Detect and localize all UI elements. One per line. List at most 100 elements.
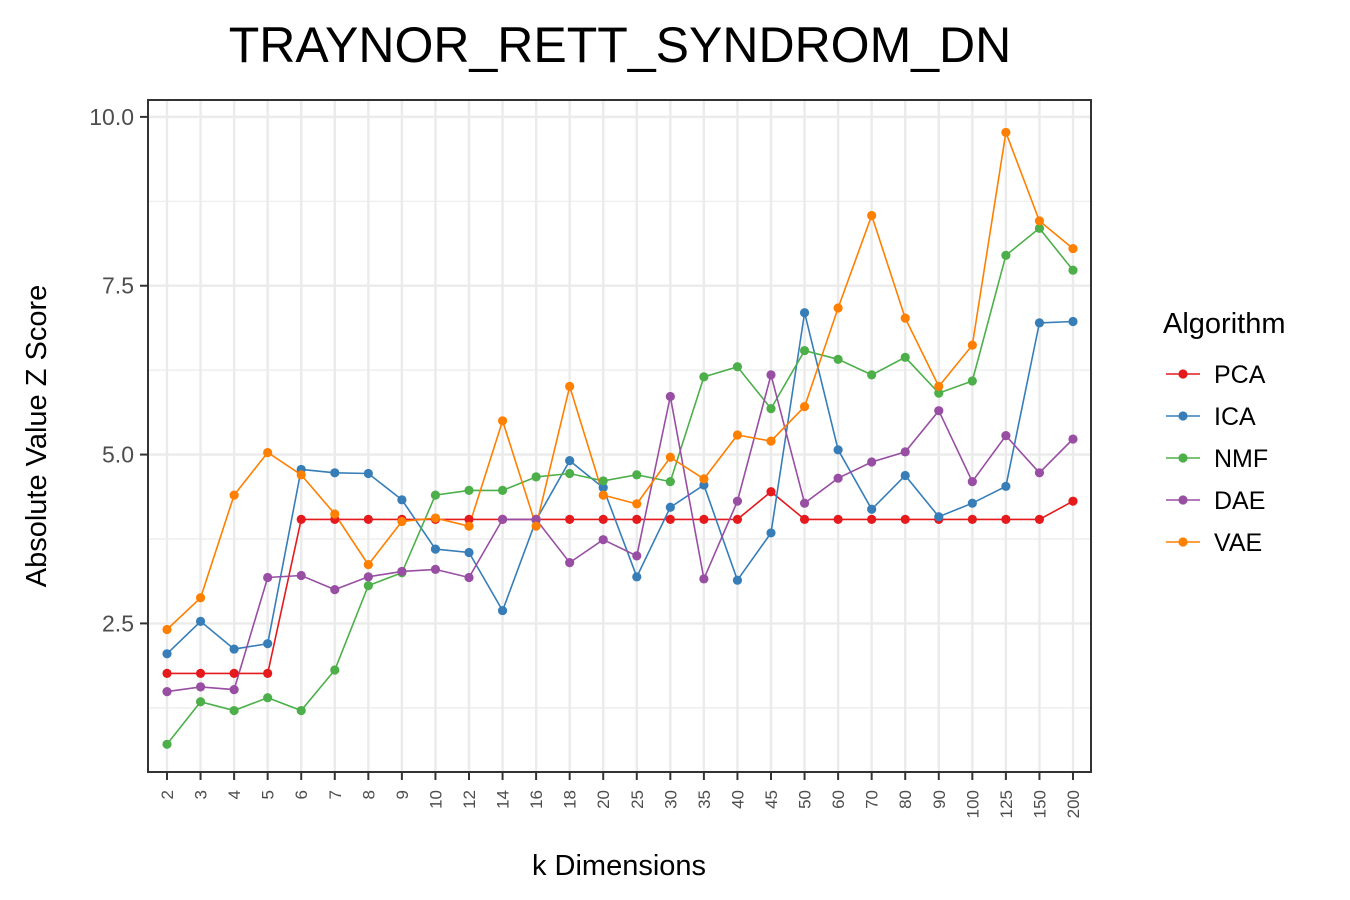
point-pca [900, 514, 910, 525]
point-nmf [363, 580, 373, 591]
x-tick-label: 30 [661, 790, 680, 809]
x-tick-label: 6 [292, 790, 311, 799]
point-dae [263, 572, 273, 583]
x-tick-label: 3 [192, 790, 211, 799]
point-nmf [296, 705, 306, 716]
point-vae [162, 624, 172, 635]
x-tick-label: 25 [628, 790, 647, 809]
legend-item-vae: VAE [1166, 529, 1262, 557]
point-dae [363, 572, 373, 582]
point-nmf [867, 370, 877, 380]
point-dae [531, 514, 541, 525]
x-tick-label: 10 [426, 790, 445, 809]
x-tick-label: 125 [997, 790, 1016, 818]
x-tick-label: 100 [963, 790, 982, 818]
x-tick-label: 4 [225, 790, 244, 799]
point-ica [263, 639, 273, 649]
x-axis-title: k Dimensions [532, 850, 706, 882]
y-axis: 2.5 5.0 7.5 10.0 [89, 104, 148, 636]
legend-items: PCA ICA NMF DAE VAE [1166, 361, 1268, 557]
point-dae [900, 447, 910, 457]
point-dae [162, 687, 172, 697]
legend-key-point [1178, 411, 1188, 421]
legend-label: DAE [1214, 487, 1265, 515]
point-pca [464, 514, 474, 525]
series-line-nmf [166, 227, 1074, 745]
point-vae [195, 593, 206, 603]
point-dae [195, 682, 206, 692]
point-ica [195, 616, 206, 626]
legend-item-nmf: NMF [1166, 445, 1268, 473]
point-pca [162, 668, 172, 678]
x-tick-label: 5 [259, 790, 278, 799]
point-dae [867, 457, 877, 467]
legend-key-point [1178, 453, 1188, 463]
point-pca [967, 514, 977, 525]
point-nmf [229, 705, 239, 716]
x-tick-label: 70 [863, 790, 882, 809]
point-pca [833, 514, 843, 525]
x-tick-label: 7 [326, 790, 345, 799]
point-vae [867, 210, 877, 221]
x-tick-label: 14 [494, 790, 513, 809]
x-tick-label: 2 [158, 790, 177, 799]
point-pca [195, 668, 206, 678]
point-ica [464, 547, 474, 558]
series-line-pca [167, 490, 1074, 675]
legend-label: NMF [1214, 445, 1268, 473]
point-nmf [967, 376, 977, 386]
x-axis: 2 3 4 5 6 7 8 9 10 12 14 16 18 20 25 30 35 40 45 50 60 70 80 90… [158, 772, 1083, 818]
point-vae [497, 416, 508, 426]
point-dae [497, 514, 508, 525]
point-pca [1034, 514, 1045, 525]
point-vae [967, 340, 977, 350]
point-dae [229, 685, 239, 695]
point-pca [665, 514, 675, 525]
point-dae [464, 572, 474, 583]
point-dae [1034, 468, 1045, 478]
point-pca [296, 514, 306, 525]
point-dae [665, 391, 675, 402]
point-dae [833, 473, 843, 483]
point-ica [867, 504, 877, 514]
y-tick-label: 2.5 [102, 610, 134, 636]
point-ica [732, 575, 743, 585]
point-ica [330, 468, 340, 478]
x-tick-label: 50 [796, 790, 815, 809]
point-vae [397, 516, 407, 527]
point-dae [766, 370, 776, 380]
y-tick-label: 5.0 [102, 442, 134, 468]
point-ica [934, 512, 944, 522]
x-tick-label: 20 [594, 790, 613, 809]
point-ica [799, 308, 810, 318]
point-vae [363, 560, 373, 570]
point-dae [967, 476, 977, 487]
point-pca [565, 514, 575, 525]
point-nmf [195, 697, 206, 707]
x-tick-label: 35 [695, 790, 714, 809]
legend-label: ICA [1214, 403, 1256, 431]
point-vae [598, 490, 608, 500]
point-pca [699, 514, 709, 525]
grid-minor [148, 200, 1091, 709]
point-ica [766, 528, 776, 538]
point-ica [229, 644, 239, 654]
point-ica [565, 456, 575, 466]
point-pca [732, 514, 743, 525]
x-tick-label: 16 [527, 790, 546, 809]
point-ica [665, 502, 675, 512]
x-tick-label: 60 [829, 790, 848, 809]
point-pca [867, 514, 877, 525]
point-vae [934, 381, 944, 391]
point-nmf [1034, 223, 1045, 233]
x-tick-label: 200 [1064, 790, 1083, 818]
point-dae [699, 574, 709, 584]
point-dae [296, 570, 306, 581]
point-ica [598, 483, 608, 493]
point-ica [397, 495, 407, 505]
point-vae [263, 447, 273, 458]
point-vae [565, 381, 575, 391]
point-nmf [464, 485, 474, 495]
point-nmf [263, 693, 273, 703]
x-tick-label: 8 [359, 790, 378, 799]
